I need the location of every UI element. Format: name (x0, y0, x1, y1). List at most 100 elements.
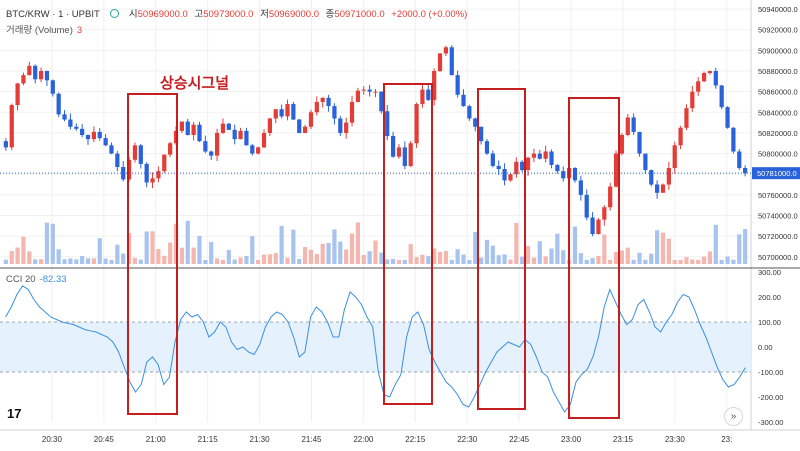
candle-body (85, 135, 91, 140)
candle-body (467, 106, 472, 119)
time-axis-tick-label: 22:30 (457, 435, 478, 444)
candle-body (414, 104, 419, 144)
volume-bar (103, 258, 108, 264)
candle-body (3, 141, 8, 148)
candle-body (214, 132, 220, 156)
candle-body (367, 89, 372, 92)
symbol-title: BTC/KRW · 1 · UPBIT (6, 9, 100, 20)
volume-bar (396, 259, 402, 264)
volume-bar (138, 259, 143, 264)
candle-body (473, 118, 478, 127)
volume-legend[interactable]: 거래량 (Volume) 3 (6, 22, 82, 36)
candle-body (408, 143, 413, 166)
time-axis-tick-label: 22:00 (353, 435, 374, 444)
signal-box[interactable] (568, 97, 620, 419)
candle-body (402, 147, 407, 166)
signal-box[interactable] (477, 88, 526, 410)
price-axis-tick-label: 50760000.0 (758, 191, 798, 200)
volume-bar (220, 259, 226, 264)
volume-bar (690, 259, 695, 264)
candle-body (449, 47, 454, 76)
volume-bar (625, 247, 630, 264)
volume-bar (473, 231, 478, 264)
candle-body (584, 194, 589, 218)
volume-bar (250, 236, 255, 264)
candle-body (426, 89, 431, 100)
time-axis-tick-label: 20:45 (94, 435, 115, 444)
volume-bar (643, 259, 648, 264)
candle-body (437, 53, 443, 72)
volume-bar (537, 241, 542, 264)
signal-box[interactable] (383, 83, 433, 405)
signal-box[interactable] (127, 93, 178, 415)
candle-body (126, 159, 132, 180)
volume-bar (649, 253, 654, 264)
candle-body (302, 126, 308, 133)
price-axis-tick-label: 50740000.0 (758, 211, 798, 220)
volume-bar (62, 259, 67, 264)
candle-body (420, 89, 425, 105)
cci-axis-tick-label: -200.00 (758, 393, 783, 402)
price-axis-tick-label: 50860000.0 (758, 88, 798, 97)
scroll-to-realtime-button[interactable]: » (724, 407, 743, 426)
last-price-badge (752, 167, 800, 180)
volume-bar (420, 254, 425, 264)
cci-axis-tick-label: -300.00 (758, 418, 783, 427)
candle-body (443, 47, 449, 54)
candle-body (279, 109, 284, 117)
candle-body (91, 131, 96, 140)
volume-bar (232, 259, 237, 264)
volume-bar (132, 257, 138, 264)
time-axis-tick-label: 21:15 (198, 435, 219, 444)
candle-body (731, 127, 736, 152)
candle-body (490, 153, 495, 166)
candle-body (684, 108, 689, 128)
volume-bar (338, 241, 343, 264)
candle-body (256, 147, 261, 154)
volume-bar (109, 259, 114, 264)
volume-bar (390, 258, 396, 264)
cci-axis-tick-label: 0.00 (758, 343, 773, 352)
volume-bar (44, 222, 50, 264)
candle-body (314, 101, 319, 113)
symbol-legend: BTC/KRW · 1 · UPBIT 시50969000.0 고5097300… (6, 6, 467, 20)
candle-body (502, 169, 507, 181)
volume-bar (179, 247, 184, 264)
candle-body (109, 145, 114, 154)
volume-bar (291, 229, 296, 264)
candle-body (701, 73, 707, 82)
candle-body (21, 75, 26, 84)
candle-body (27, 65, 32, 76)
volume-bar (414, 257, 419, 264)
open-label: 시 (128, 9, 138, 20)
volume-bar (631, 259, 636, 264)
candle-body (338, 118, 343, 133)
candle-body (713, 71, 718, 86)
high-value: 50973000.0 (203, 9, 254, 20)
volume-bar (126, 232, 132, 264)
volume-bar (97, 238, 102, 264)
high-label: 고 (194, 9, 204, 20)
volume-bar (549, 248, 554, 264)
volume-bar (432, 248, 437, 264)
volume-bar (85, 258, 91, 264)
volume-bar (696, 259, 701, 264)
volume-bar (385, 259, 390, 264)
cci-legend[interactable]: CCI 20 -82.33 (6, 274, 67, 285)
candle-body (226, 123, 231, 130)
candle-body (561, 171, 566, 179)
candle-body (660, 184, 666, 193)
candle-body (379, 91, 384, 112)
tradingview-logo[interactable]: 17 (7, 406, 22, 421)
time-axis-tick-label: 22:45 (509, 435, 530, 444)
volume-bar (21, 236, 26, 264)
candle-body (725, 107, 730, 128)
candle-body (232, 129, 237, 140)
close-value: 50971000.0 (334, 9, 385, 20)
volume-bar (531, 257, 537, 264)
volume-bar (719, 259, 724, 264)
volume-bar (144, 231, 149, 264)
candle-body (267, 118, 273, 133)
candle-body (185, 121, 190, 135)
